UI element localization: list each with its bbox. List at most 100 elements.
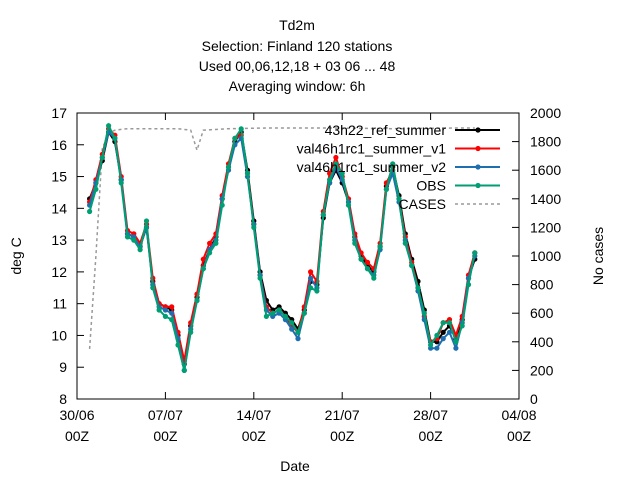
legend-marker <box>475 164 481 170</box>
y2-tick-label: 800 <box>530 277 554 293</box>
y2-tick-label: 1200 <box>530 219 561 235</box>
data-point <box>434 345 440 351</box>
data-point <box>459 323 465 329</box>
y2-axis: 0 200 400 600 800 1000 1200 1400 1600 1800 2000 <box>512 105 561 407</box>
data-point <box>207 250 213 256</box>
series-line-3 <box>88 122 476 371</box>
data-point <box>289 320 295 326</box>
y-tick-label: 14 <box>51 200 67 216</box>
data-point <box>225 164 232 170</box>
x-tick-label: 07/07 <box>148 407 183 423</box>
y-tick-label: 17 <box>51 105 67 121</box>
legend-label: val46h1rc1_summer_v2 <box>297 159 447 175</box>
data-point <box>251 224 257 230</box>
data-point <box>162 307 168 313</box>
title-line: Td2m <box>279 17 315 33</box>
data-point <box>358 256 364 262</box>
x-tick-label: 28/07 <box>413 407 448 423</box>
y2-tick-label: 1600 <box>530 162 561 178</box>
data-point <box>383 186 389 192</box>
x-tick-label: 00Z <box>330 428 355 444</box>
y-tick-label: 13 <box>51 232 67 248</box>
x-tick-label: 14/07 <box>236 407 271 423</box>
legend-marker <box>475 127 481 133</box>
data-point <box>308 285 314 291</box>
data-point <box>396 196 402 202</box>
data-point <box>364 266 371 272</box>
data-point <box>175 342 181 348</box>
data-point <box>320 212 326 218</box>
data-point <box>118 180 124 186</box>
data-point <box>124 234 131 240</box>
data-point <box>106 123 112 129</box>
data-point <box>402 240 408 246</box>
data-point <box>93 186 99 192</box>
y-tick-label: 9 <box>59 359 67 375</box>
data-point <box>295 329 301 335</box>
series-layer <box>87 122 478 373</box>
data-point <box>295 336 301 342</box>
data-point <box>131 237 137 243</box>
data-point <box>440 320 446 326</box>
data-point <box>308 269 314 275</box>
data-point <box>308 275 314 281</box>
data-point <box>137 247 143 253</box>
data-point <box>465 282 472 288</box>
data-point <box>238 126 244 132</box>
y2-tick-label: 1800 <box>530 134 561 150</box>
x-tick-label: 30/06 <box>59 407 94 423</box>
y-axis: 8 9 10 11 12 13 14 15 16 17 <box>51 105 84 407</box>
x-tick-label: 00Z <box>419 428 444 444</box>
y2-tick-label: 1000 <box>530 248 561 264</box>
y2-tick-label: 200 <box>530 362 554 378</box>
x-axis-label: Date <box>280 458 310 474</box>
data-point <box>207 240 213 246</box>
data-point <box>345 202 352 208</box>
data-point <box>213 240 219 246</box>
data-point <box>428 342 434 348</box>
y-tick-label: 15 <box>51 169 67 185</box>
x-tick-label: 00Z <box>242 428 267 444</box>
data-point <box>188 329 194 335</box>
data-point <box>434 332 440 338</box>
data-point <box>301 310 307 316</box>
data-point <box>169 304 175 310</box>
data-point <box>87 208 93 215</box>
x-tick-label: 04/08 <box>501 407 536 423</box>
legend: 43h22_ref_summer val46h1rc1_summer_v1 val4… <box>297 122 500 212</box>
legend-label: CASES <box>399 196 446 212</box>
data-point <box>150 285 156 291</box>
y-tick-label: 11 <box>52 296 67 312</box>
data-point <box>421 310 427 316</box>
data-point <box>364 259 371 265</box>
data-point <box>446 329 453 335</box>
data-point <box>472 250 478 256</box>
data-point <box>181 367 187 373</box>
data-point <box>409 262 415 269</box>
data-point <box>257 275 263 281</box>
data-point <box>327 177 333 183</box>
data-point <box>453 339 459 345</box>
data-point <box>440 336 446 342</box>
data-point <box>169 317 175 323</box>
y2-tick-label: 0 <box>530 391 538 407</box>
legend-marker <box>475 145 481 152</box>
data-point <box>244 170 251 176</box>
x-tick-label: 00Z <box>507 428 532 444</box>
data-point <box>232 135 238 141</box>
data-point <box>390 161 396 167</box>
data-point <box>169 310 175 316</box>
legend-marker <box>475 182 481 189</box>
y2-tick-label: 600 <box>530 305 554 321</box>
legend-label: OBS <box>416 178 446 194</box>
data-point <box>339 170 345 176</box>
data-point <box>99 154 105 161</box>
data-point <box>282 313 288 319</box>
data-point <box>314 288 320 294</box>
x-tick-label: 21/07 <box>325 407 360 423</box>
chart-title: Td2m Selection: Finland 120 stations Use… <box>199 17 396 94</box>
x-tick-label: 00Z <box>65 428 90 444</box>
data-point <box>270 310 276 316</box>
title-line: Used 00,06,12,18 + 03 06 ... 48 <box>199 58 396 74</box>
